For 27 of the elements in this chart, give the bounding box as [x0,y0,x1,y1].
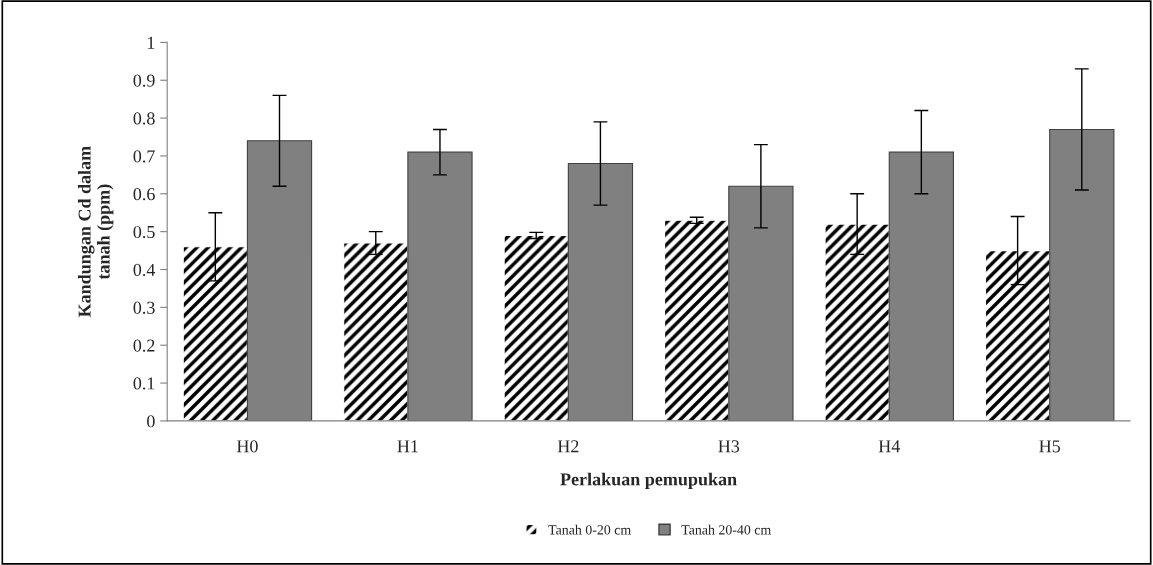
bar [182,246,248,421]
bar [343,242,409,421]
bar [503,234,569,421]
bar [984,250,1051,421]
y-tick-label: 0.9 [133,74,155,87]
y-tick-label: 0.4 [133,263,156,277]
y-tick-label: 0.5 [133,225,155,239]
y-axis-title: Kandungan Cd dalam tanah (ppm) [77,146,114,318]
y-tick-label: 0.8 [133,112,155,125]
bar [824,223,890,421]
y-tick-label: 1 [147,36,155,49]
bar [664,219,730,421]
x-tick-label: H4 [878,440,900,453]
y-tick-label: 0.7 [133,150,155,163]
y-tick-label: 0.6 [133,188,155,201]
x-tick-label: H5 [1039,440,1061,453]
y-tick-label: 0.1 [133,377,155,390]
x-tick-label: H2 [557,440,579,453]
y-tick-label: 0.2 [133,339,155,352]
y-tick-label: 0 [147,415,155,428]
x-tick-label: H1 [397,440,418,453]
x-axis-title: Perlakuan pemupukan [560,472,737,490]
x-tick-label: H0 [236,440,258,453]
legend-label: Tanah 0-20 cm [548,524,631,535]
x-tick-label: H3 [718,440,740,453]
y-tick-label: 0.3 [133,301,155,314]
legend-label: Tanah 20-40 cm [681,524,772,535]
